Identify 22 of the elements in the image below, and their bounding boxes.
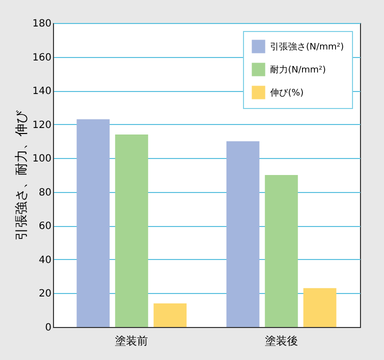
legend-label: 引張強さ(N/mm²): [270, 42, 344, 52]
x-tick-label: 塗装前: [115, 334, 148, 348]
legend-label: 伸び(%): [270, 88, 304, 98]
bar: [154, 303, 187, 327]
y-tick-label: 160: [32, 52, 52, 64]
y-tick-label: 0: [45, 322, 52, 334]
y-tick-label: 140: [32, 86, 52, 98]
y-tick-label: 40: [38, 254, 52, 266]
y-tick-label: 80: [38, 187, 52, 198]
bar: [115, 134, 148, 327]
y-tick-label: 100: [32, 154, 52, 165]
y-tick-label: 180: [32, 18, 52, 30]
legend-label: 耐力(N/mm²): [270, 64, 326, 76]
bar: [303, 288, 336, 327]
bar: [264, 175, 298, 327]
x-tick-label: 塗装後: [264, 334, 298, 348]
y-tick-label: 20: [38, 288, 52, 300]
y-axis-title: 引張強さ、耐力、伸び: [14, 110, 30, 240]
y-tick-label: 60: [38, 221, 52, 232]
y-tick-label: 120: [32, 120, 52, 131]
bar: [226, 141, 260, 327]
bar: [76, 119, 110, 327]
